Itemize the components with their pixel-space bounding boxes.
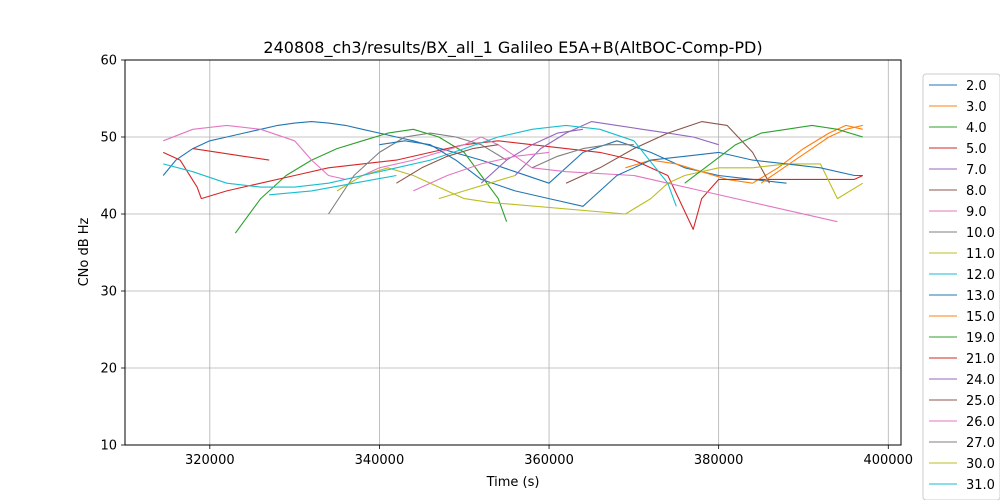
legend-label: 12.0 — [966, 268, 995, 283]
series-line-31-0 — [269, 174, 397, 196]
series-line-13-0 — [379, 140, 863, 207]
series-line-25-0 — [396, 144, 499, 184]
legend-label: 9.0 — [966, 205, 987, 220]
series-line-24-0 — [480, 128, 584, 184]
series-line-26-0 — [413, 151, 550, 192]
y-tick-label: 10 — [100, 439, 117, 454]
x-tick-label: 340000 — [355, 453, 405, 468]
legend-label: 10.0 — [966, 226, 995, 241]
legend-label: 7.0 — [966, 163, 987, 178]
y-tick-label: 40 — [100, 208, 117, 223]
legend-label: 25.0 — [966, 394, 995, 409]
series-line-10-0 — [328, 132, 507, 215]
x-axis-ticks: 320000 340000 360000 380000 400000 — [185, 445, 913, 468]
series-lines — [162, 121, 864, 234]
series-line-11-0 — [336, 163, 864, 215]
legend-label: 26.0 — [966, 415, 995, 430]
y-tick-label: 30 — [100, 285, 117, 300]
legend-label: 13.0 — [966, 289, 995, 304]
series-line-30-0 — [438, 174, 516, 200]
legend-label: 21.0 — [966, 352, 995, 367]
y-tick-label: 50 — [100, 131, 117, 146]
y-axis-ticks: 10 20 30 40 50 60 — [100, 54, 125, 454]
legend: 2.0 3.0 4.0 5.0 7.0 8.0 9.0 10.0 11.0 12.0 13.0 15.… — [922, 73, 1000, 501]
y-tick-label: 20 — [100, 362, 117, 377]
legend-label: 11.0 — [966, 247, 995, 262]
legend-label: 31.0 — [966, 478, 995, 493]
series-line-8-0 — [565, 121, 770, 184]
series-line-15-0 — [760, 124, 863, 184]
legend-label: 5.0 — [966, 142, 987, 157]
y-tick-label: 60 — [100, 54, 117, 69]
series-line-27-0 — [531, 144, 634, 169]
x-tick-label: 320000 — [185, 453, 235, 468]
x-tick-label: 400000 — [863, 453, 913, 468]
series-line-4-0 — [234, 128, 508, 234]
series-line-5-0 — [162, 140, 864, 230]
series-line-19-0 — [684, 124, 863, 184]
series-line-21-0 — [192, 148, 270, 161]
series-line-2-0 — [162, 121, 787, 184]
legend-label: 4.0 — [966, 121, 987, 136]
legend-label: 2.0 — [966, 79, 987, 94]
series-line-9-0 — [163, 124, 838, 223]
x-tick-label: 380000 — [694, 453, 744, 468]
grid-lines — [125, 59, 901, 446]
chart-title: 240808_ch3/results/BX_all_1 Galileo E5A+… — [263, 38, 762, 58]
x-tick-label: 360000 — [524, 453, 574, 468]
legend-label: 27.0 — [966, 436, 995, 451]
series-line-7-0 — [514, 121, 719, 176]
legend-label: 3.0 — [966, 100, 987, 115]
x-axis-label: Time (s) — [486, 475, 540, 490]
legend-label: 24.0 — [966, 373, 995, 388]
legend-label: 19.0 — [966, 331, 995, 346]
series-line-3-0 — [625, 124, 863, 184]
y-axis-label: CNo dB Hz — [77, 217, 92, 286]
legend-label: 15.0 — [966, 310, 995, 325]
plot-area-frame — [124, 59, 902, 446]
legend-label: 8.0 — [966, 184, 987, 199]
legend-label: 30.0 — [966, 457, 995, 472]
series-line-12-0 — [163, 124, 677, 207]
